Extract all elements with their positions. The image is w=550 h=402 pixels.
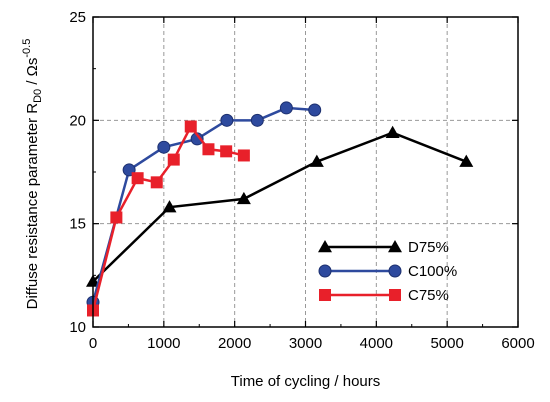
legend-marker-c75pct bbox=[389, 289, 401, 301]
legend-item-d75pct: D75% bbox=[318, 239, 449, 256]
legend-marker-d75pct bbox=[318, 240, 332, 253]
x-tick-label: 2000 bbox=[218, 335, 251, 352]
point-d75pct bbox=[309, 154, 324, 167]
x-tick-label: 5000 bbox=[430, 335, 463, 352]
point-c75pct bbox=[167, 153, 180, 166]
ticks: 0 1000 2000 3000 4000 5000 6000 10 15 20 25 bbox=[69, 9, 534, 352]
point-c75pct bbox=[220, 145, 233, 158]
point-c100pct bbox=[157, 140, 171, 154]
x-tick-label: 1000 bbox=[147, 335, 180, 352]
y-axis-label-sub: D0 bbox=[32, 89, 44, 103]
point-d75pct bbox=[385, 125, 400, 138]
legend-label-d75pct: D75% bbox=[408, 239, 449, 256]
x-tick-label: 3000 bbox=[289, 335, 322, 352]
legend-label-c100pct: C100% bbox=[408, 263, 457, 280]
point-c100pct bbox=[250, 113, 264, 127]
x-tick-label: 6000 bbox=[501, 335, 534, 352]
y-tick-label: 15 bbox=[69, 216, 86, 233]
point-c75pct bbox=[131, 172, 144, 185]
point-c75pct bbox=[150, 176, 163, 189]
point-d75pct bbox=[162, 200, 177, 213]
legend-item-c75pct: C75% bbox=[319, 287, 449, 304]
point-d75pct bbox=[459, 154, 474, 167]
x-axis-label: Time of cycling / hours bbox=[231, 373, 381, 390]
y-axis-label-unit: / Ωs bbox=[24, 58, 41, 89]
grid bbox=[93, 17, 518, 327]
point-c100pct bbox=[308, 103, 322, 117]
point-c75pct bbox=[184, 120, 197, 133]
legend-marker-c75pct bbox=[319, 289, 331, 301]
point-c75pct bbox=[237, 149, 250, 162]
series-line-c100pct bbox=[91, 106, 315, 303]
legend-marker-d75pct bbox=[388, 240, 402, 253]
y-tick-label: 25 bbox=[69, 9, 86, 26]
y-axis-label: Diffuse resistance parameter RD0 / Ωs-0.… bbox=[21, 39, 44, 310]
y-tick-label: 20 bbox=[69, 112, 86, 129]
point-c100pct bbox=[220, 113, 234, 127]
y-tick-label: 10 bbox=[69, 319, 86, 336]
x-tick-label: 4000 bbox=[360, 335, 393, 352]
legend: D75% C100% C75% bbox=[318, 239, 457, 304]
series-layer bbox=[86, 101, 474, 317]
series-d75pct bbox=[86, 125, 474, 287]
legend-item-c100pct: C100% bbox=[318, 263, 457, 280]
y-axis-label-sup: -0.5 bbox=[21, 39, 33, 58]
point-c100pct bbox=[279, 101, 293, 115]
point-c75pct bbox=[202, 143, 215, 156]
x-tick-label: 0 bbox=[89, 335, 97, 352]
series-line-d75pct bbox=[92, 131, 467, 283]
point-d75pct bbox=[236, 191, 251, 205]
legend-marker-c100pct bbox=[318, 264, 332, 278]
legend-label-c75pct: C75% bbox=[408, 287, 449, 304]
point-c75pct bbox=[110, 211, 123, 224]
y-axis-label-main: Diffuse resistance parameter R bbox=[24, 103, 41, 310]
legend-marker-c100pct bbox=[388, 264, 402, 278]
